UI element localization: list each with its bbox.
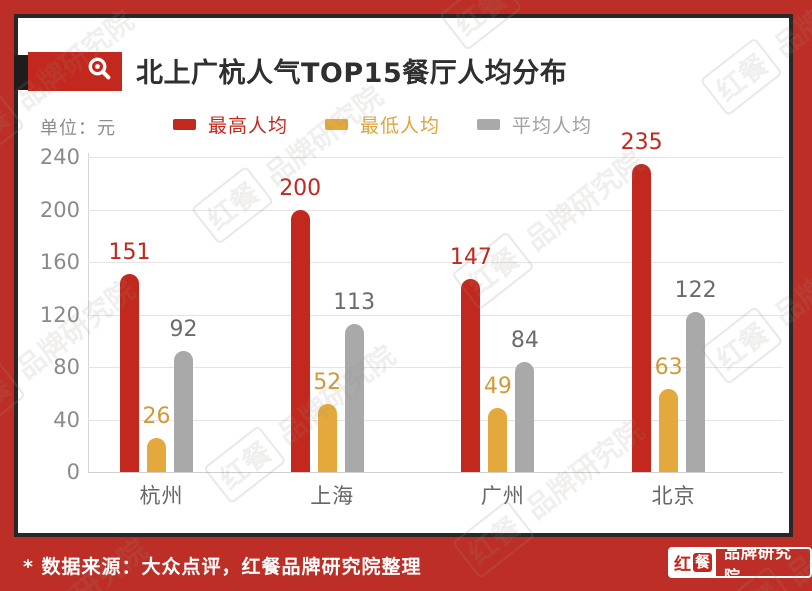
category-label-杭州: 杭州 [139, 484, 184, 508]
legend-item-1: 最低人均 [325, 111, 440, 138]
bar-value-平均人均-上海: 113 [333, 289, 376, 315]
bar-最高人均-北京 [632, 163, 652, 472]
bar-平均人均-杭州 [174, 351, 193, 472]
bar-最低人均-广州 [488, 407, 508, 472]
category-label-北京: 北京 [651, 484, 696, 508]
title-ribbon-fold [14, 55, 30, 90]
page-title: 北上广杭人气TOP15餐厅人均分布 [136, 58, 568, 89]
bar-value-最低人均-北京: 63 [654, 355, 683, 381]
bar-value-最高人均-上海: 200 [279, 175, 322, 201]
magnifier-icon [86, 56, 113, 87]
brand-logo-text: 品牌研究院 [724, 547, 793, 578]
legend-label-0: 最高人均 [208, 115, 289, 137]
bar-最高人均-广州 [461, 279, 481, 472]
bar-value-最低人均-广州: 49 [483, 373, 512, 399]
unit-label: 单位：元 [40, 118, 116, 139]
bar-value-平均人均-广州: 84 [510, 327, 539, 353]
bar-value-最低人均-杭州: 26 [142, 403, 171, 429]
y-tick-label-120: 120 [39, 302, 80, 327]
bar-value-最低人均-上海: 52 [313, 369, 342, 395]
bar-value-最高人均-杭州: 151 [108, 239, 151, 265]
brand-logo-mark: 红餐 [670, 549, 717, 576]
brand-char-hong: 红 [674, 555, 691, 575]
bar-最高人均-上海 [290, 209, 310, 472]
gridline-160 [88, 262, 783, 263]
bar-value-最高人均-北京: 235 [620, 129, 663, 155]
y-tick-label-200: 200 [39, 197, 80, 222]
legend-swatch-1 [325, 119, 349, 130]
bar-平均人均-上海 [344, 323, 364, 472]
title-ribbon-badge [28, 52, 122, 91]
gridline-40 [88, 419, 783, 421]
y-tick-label-80: 80 [53, 355, 80, 379]
chart-legend: 最高人均 最低人均 平均人均 [173, 111, 592, 138]
category-label-广州: 广州 [480, 484, 525, 508]
bar-value-平均人均-北京: 122 [674, 277, 717, 303]
gridline-0 [88, 472, 783, 473]
bar-最低人均-上海 [317, 403, 337, 472]
legend-label-2: 平均人均 [512, 115, 593, 137]
bar-平均人均-北京 [686, 311, 706, 472]
bar-平均人均-广州 [515, 361, 535, 472]
gridline-80 [88, 367, 783, 368]
legend-swatch-0 [173, 119, 196, 130]
y-tick-label-0: 0 [66, 460, 80, 484]
gridline-120 [88, 314, 783, 316]
gridline-240 [88, 157, 783, 158]
y-axis-line [88, 153, 89, 472]
legend-swatch-2 [477, 119, 501, 130]
bar-最高人均-杭州 [120, 273, 139, 472]
brand-logo: 红餐 品牌研究院 [668, 547, 812, 578]
bar-value-最高人均-广州: 147 [449, 245, 492, 271]
gridline-200 [88, 209, 783, 211]
bar-最低人均-杭州 [147, 437, 166, 472]
legend-item-0: 最高人均 [173, 111, 288, 138]
legend-item-2: 平均人均 [477, 111, 592, 138]
bar-最低人均-北京 [659, 389, 679, 472]
y-tick-label-160: 160 [39, 250, 80, 274]
y-tick-label-40: 40 [53, 407, 80, 432]
source-note: * 数据来源：大众点评，红餐品牌研究院整理 [23, 556, 422, 578]
brand-char-can: 餐 [693, 553, 713, 572]
y-tick-label-240: 240 [39, 145, 80, 169]
bar-value-平均人均-杭州: 92 [169, 317, 198, 343]
legend-label-1: 最低人均 [360, 115, 441, 137]
category-label-上海: 上海 [310, 484, 355, 508]
